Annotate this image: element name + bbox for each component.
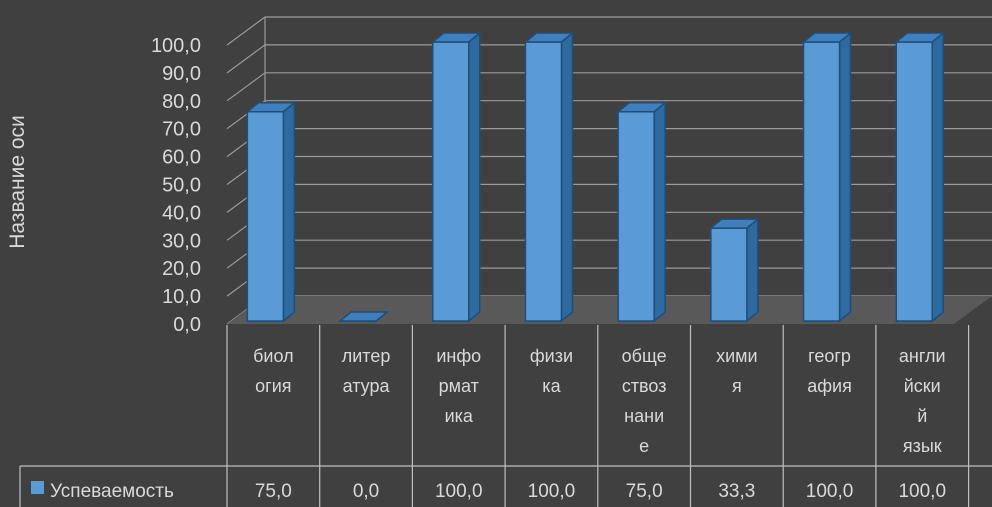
category-label: е	[639, 436, 649, 456]
bar-top	[616, 102, 668, 113]
bar	[246, 111, 285, 322]
bar	[802, 41, 841, 322]
category-label: рмат	[439, 376, 479, 396]
legend-swatch	[31, 481, 44, 494]
y-tick-label: 60,0	[162, 147, 201, 169]
legend-label: Успеваемость	[50, 481, 174, 502]
chart-floor	[227, 296, 992, 324]
category-label: атура	[343, 376, 391, 396]
bar-top	[430, 32, 482, 43]
bar-side	[282, 101, 296, 323]
bar-top	[337, 311, 390, 322]
bar-side	[838, 31, 852, 323]
data-table-value: 100,0	[806, 481, 854, 502]
bar-side	[653, 101, 666, 323]
category-label: ика	[445, 406, 474, 426]
bar	[432, 41, 470, 322]
gridline-side	[226, 72, 266, 102]
category-label: ка	[542, 376, 561, 396]
category-label: афия	[807, 376, 852, 396]
category-label: англи	[899, 346, 946, 366]
category-label: физи	[530, 346, 573, 366]
y-axis-title: Название оси	[6, 115, 29, 249]
y-tick-label: 80,0	[162, 91, 201, 113]
data-table-value: 75,0	[626, 481, 663, 502]
data-table-value: 75,0	[255, 481, 292, 502]
category-label: нани	[624, 406, 664, 426]
bar	[524, 41, 563, 322]
y-tick-label: 70,0	[162, 119, 201, 141]
bar-side	[560, 31, 574, 323]
category-label: литер	[342, 346, 391, 366]
gridline-side	[226, 44, 266, 74]
category-label: инфо	[436, 346, 481, 366]
category-label: обще	[622, 346, 667, 366]
y-tick-label: 10,0	[162, 286, 201, 308]
bar-side	[468, 31, 481, 323]
bar-top	[801, 32, 853, 43]
category-label: хими	[716, 346, 757, 366]
data-table-value: 0,0	[353, 481, 379, 502]
bar-top	[245, 102, 297, 113]
category-label: йски	[904, 376, 941, 396]
bar	[710, 227, 748, 322]
y-tick-label: 40,0	[162, 202, 201, 224]
category-label: биол	[253, 346, 293, 366]
bar	[617, 111, 655, 322]
category-label: огия	[255, 376, 291, 396]
bar-top	[708, 218, 760, 229]
category-label: й	[917, 406, 927, 426]
y-tick-label: 90,0	[162, 63, 201, 85]
bar-side	[931, 31, 944, 323]
y-tick-label: 20,0	[162, 258, 201, 280]
bar-side	[746, 217, 759, 323]
data-table-value: 100,0	[898, 481, 946, 502]
bar	[895, 41, 933, 322]
category-label: язык	[903, 436, 942, 456]
y-tick-label: 0,0	[173, 314, 201, 336]
data-table-value: 33,3	[718, 481, 755, 502]
data-table-value: 100,0	[435, 481, 483, 502]
gridline-side	[226, 16, 266, 46]
category-label: ствоз	[622, 376, 667, 396]
category-label: я	[732, 376, 742, 396]
bar-top	[523, 32, 575, 43]
y-tick-label: 30,0	[162, 230, 201, 252]
data-table-value: 100,0	[528, 481, 576, 502]
y-tick-label: 100,0	[151, 35, 201, 57]
category-label: геогр	[808, 346, 851, 366]
y-tick-label: 50,0	[162, 175, 201, 197]
bar-top	[894, 32, 946, 43]
